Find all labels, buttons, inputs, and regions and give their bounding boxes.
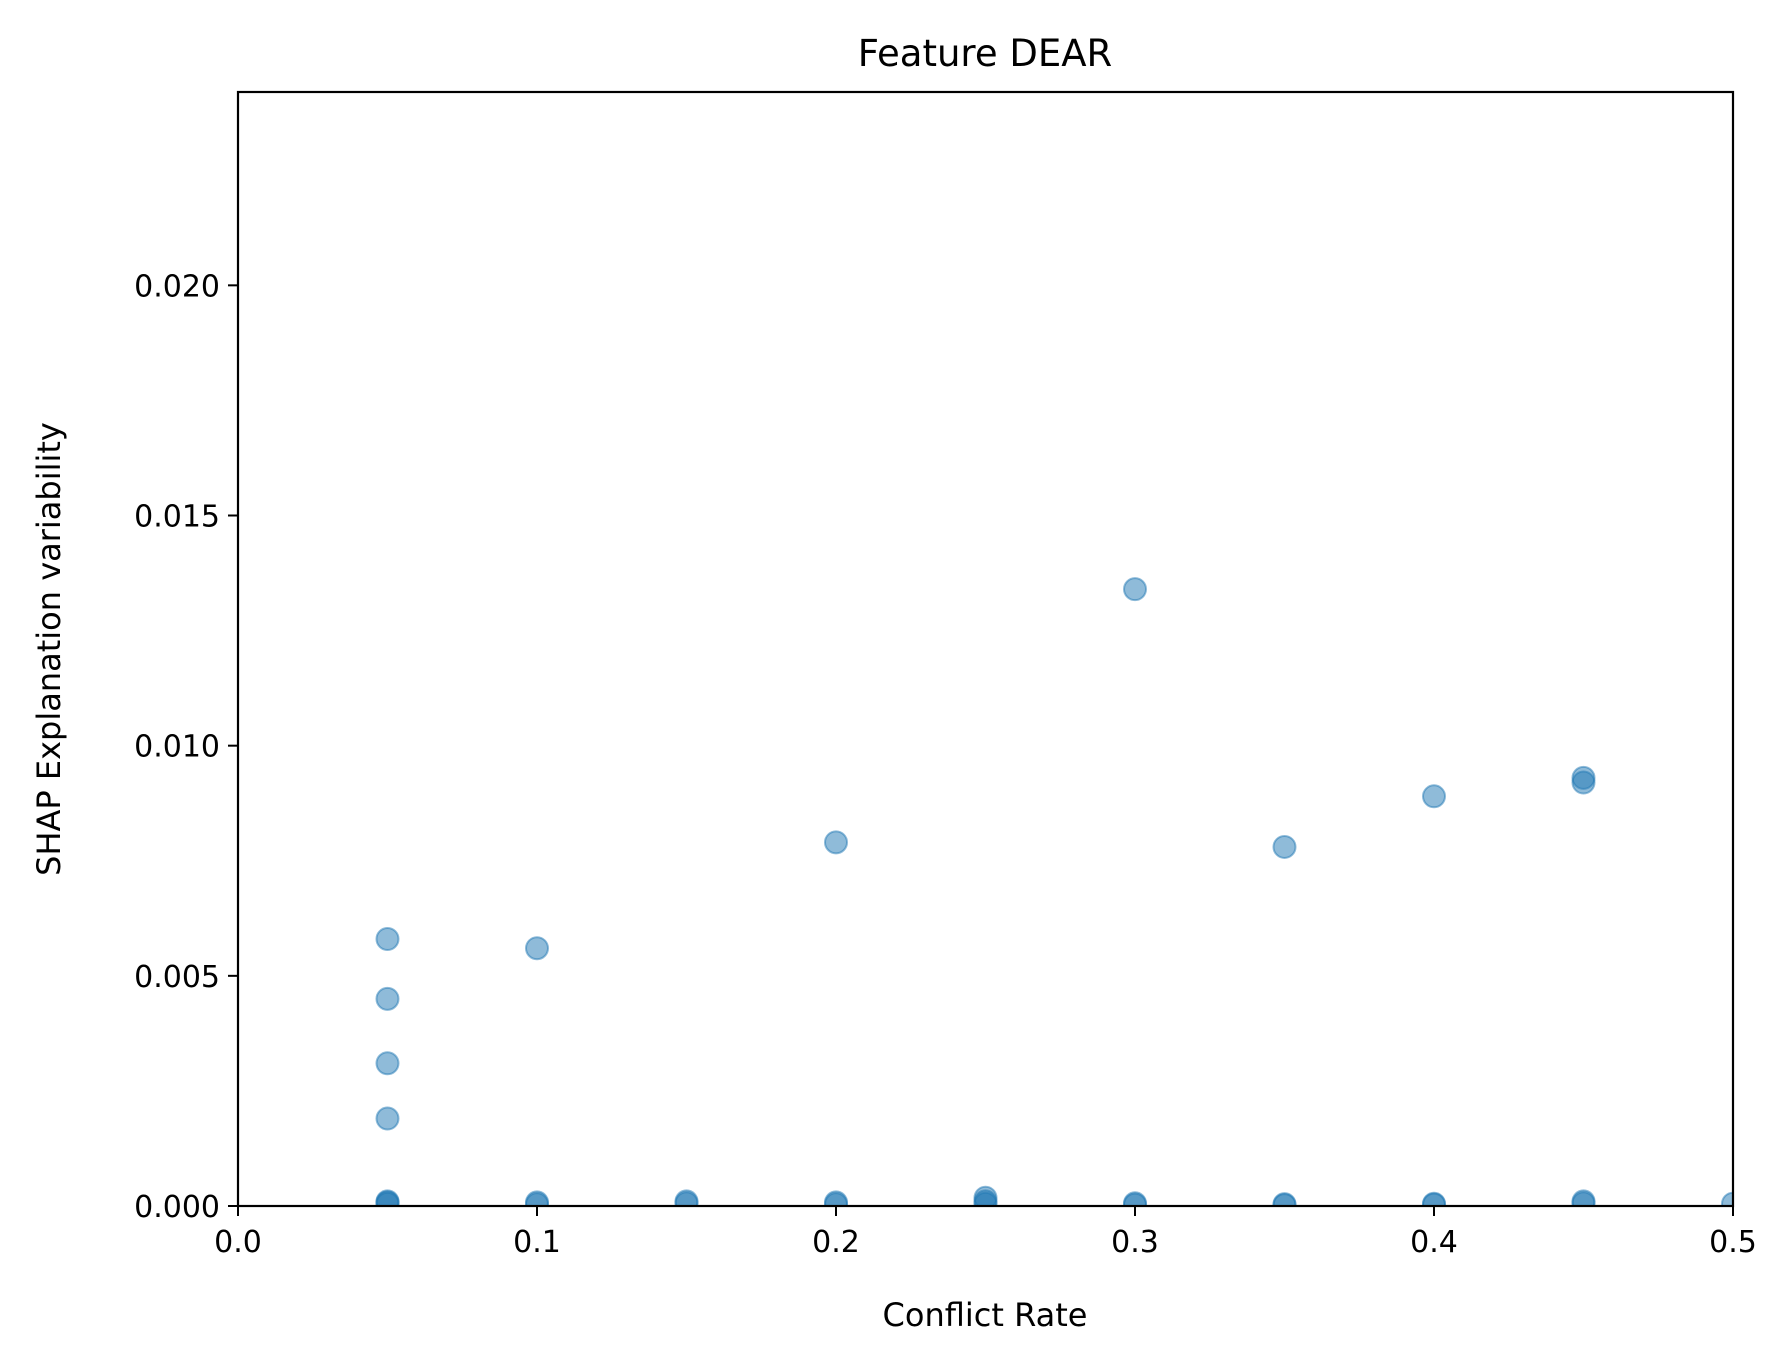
data-point [375,986,400,1011]
data-point [1123,1192,1147,1206]
data-point [1721,1191,1733,1206]
x-tick-label: 0.1 [513,1225,561,1260]
data-point [1422,1192,1446,1206]
x-tick-label: 0.0 [214,1225,262,1260]
data-point [1571,770,1596,795]
x-tick-label: 0.2 [812,1225,860,1260]
data-point [1272,834,1297,859]
y-tick-label: 0.000 [134,1190,220,1225]
data-point [973,1191,998,1206]
x-axis-label: Conflict Rate [883,1296,1088,1334]
y-axis-label: SHAP Explanation variability [30,422,68,876]
y-tick-label: 0.015 [134,500,220,535]
y-axis-ticks: 0.000 0.005 0.010 0.015 0.020 [134,269,238,1225]
data-point [375,1191,400,1206]
data-point [375,1051,400,1076]
y-tick-label: 0.020 [134,269,220,304]
data-point [375,927,400,952]
data-point [674,1191,699,1206]
data-point [1571,1191,1596,1206]
y-tick-label: 0.005 [134,960,220,995]
data-point [375,1106,400,1131]
data-point [525,936,549,961]
data-point [1123,577,1147,602]
y-tick-label: 0.010 [134,730,220,765]
chart-title: Feature DEAR [858,32,1112,75]
plot-frame [236,90,1735,1208]
data-point [824,1192,848,1206]
data-point [824,830,848,855]
data-point [525,1192,549,1206]
x-axis-ticks: 0.0 0.1 0.2 0.3 0.4 0.5 [214,1206,1757,1260]
data-point [1422,784,1446,809]
data-points [375,577,1733,1206]
x-tick-label: 0.3 [1111,1225,1159,1260]
x-tick-label: 0.5 [1709,1225,1757,1260]
x-tick-label: 0.4 [1410,1225,1458,1260]
